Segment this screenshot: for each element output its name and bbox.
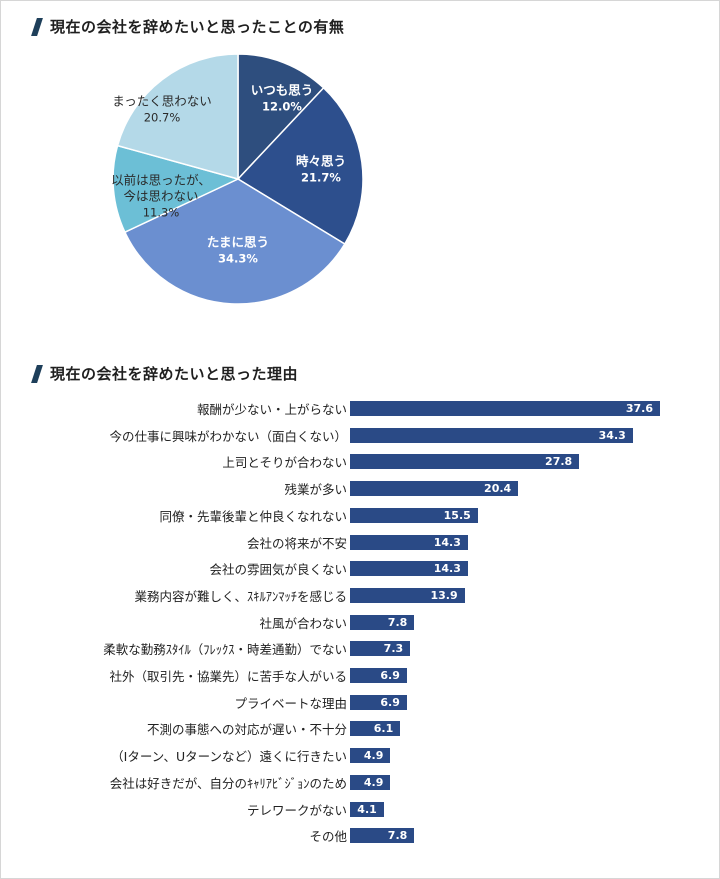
pie-slice <box>237 53 325 181</box>
bar: 4.9 <box>350 774 391 790</box>
bar-row: （Iターン、Uターンなど）遠くに行きたい 4.9 <box>0 743 720 769</box>
pie-slice-category-label: 時々思う <box>296 154 346 169</box>
bar-value-label: 4.9 <box>363 775 384 789</box>
bar-category-label: 柔軟な勤務ｽﾀｲﾙ（ﾌﾚｯｸｽ・時差通勤）でない <box>103 642 347 658</box>
bar-category-label: 会社の将来が不安 <box>246 535 347 551</box>
bar-row: プライベートな理由 6.9 <box>0 690 720 716</box>
bar-value-label: 15.5 <box>443 508 471 522</box>
bar-value-label: 14.3 <box>433 562 461 576</box>
bar: 14.3 <box>350 534 468 550</box>
bar-row: 会社の雰囲気が良くない 14.3 <box>0 556 720 582</box>
pie-title-text: 現在の会社を辞めたいと思ったことの有無 <box>50 18 345 36</box>
bar-value-label: 13.9 <box>430 588 458 602</box>
bar-value-label: 27.8 <box>545 455 573 469</box>
bar-category-label: 報酬が少ない・上がらない <box>196 402 347 417</box>
pie-slice-value-label: 34.3% <box>218 252 258 266</box>
bar-row: 上司とそりが合わない 27.8 <box>0 449 720 475</box>
bar-row: 同僚・先輩後輩と仲良くなれない 15.5 <box>0 503 720 529</box>
bar-category-label: 社外（取引先・協業先）に苦手な人がいる <box>109 669 347 684</box>
bar: 6.1 <box>350 721 401 737</box>
bar-category-label: 会社は好きだが、自分のｷｬﾘｱﾋﾞｼﾞｮﾝのため <box>109 775 347 791</box>
bar-category-label: プライベートな理由 <box>234 695 347 711</box>
bar-chart: 報酬が少ない・上がらない 37.6 今の仕事に興味がわかない（面白くない） 34.3 上… <box>0 390 720 870</box>
bar-row: 不測の事態への対応が遅い・不十分 6.1 <box>0 716 720 742</box>
bar-value-label: 37.6 <box>625 402 653 415</box>
bar-category-label: 同僚・先輩後輩と仲良くなれない <box>159 508 347 524</box>
bar-value-label: 4.9 <box>363 749 384 763</box>
bar: 20.4 <box>350 481 519 497</box>
bar-value-label: 4.1 <box>357 802 377 816</box>
bar: 7.8 <box>350 828 415 844</box>
bar: 7.8 <box>350 614 415 630</box>
bar-category-label: 社風が合わない <box>259 615 347 631</box>
bar-row: 会社は好きだが、自分のｷｬﾘｱﾋﾞｼﾞｮﾝのため 4.9 <box>0 770 720 796</box>
bar-row: テレワークがない 4.1 <box>0 797 720 823</box>
bar-row: 社外（取引先・協業先）に苦手な人がいる 6.9 <box>0 663 720 689</box>
bar: 27.8 <box>350 454 580 470</box>
bar-value-label: 6.1 <box>373 722 394 736</box>
bar-category-label: その他 <box>309 829 347 845</box>
bar-value-label: 7.8 <box>387 829 408 843</box>
bar-category-label: 残業が多い <box>284 482 347 498</box>
bar-row: 今の仕事に興味がわかない（面白くない） 34.3 <box>0 423 720 449</box>
pie-slice-category-label: たまに思う <box>207 235 269 250</box>
bar-row: 社風が合わない 7.8 <box>0 610 720 636</box>
pie-slice <box>116 53 239 180</box>
bar: 6.9 <box>350 694 407 710</box>
bar-category-label: 上司とそりが合わない <box>222 455 347 471</box>
bar: 15.5 <box>350 507 478 523</box>
bar-row: 業務内容が難しく、ｽｷﾙｱﾝﾏｯﾁを感じる 13.9 <box>0 583 720 609</box>
bar: 4.1 <box>350 801 384 817</box>
bar-value-label: 34.3 <box>598 428 626 442</box>
pie-slice <box>236 86 364 246</box>
pie-section-title: 現在の会社を辞めたいと思ったことの有無 <box>31 16 345 37</box>
bar-category-label: 会社の雰囲気が良くない <box>209 562 347 578</box>
bar-value-label: 6.9 <box>380 695 400 709</box>
bar: 7.3 <box>350 641 411 657</box>
pie-slice-category-label: いつも思う <box>251 83 314 98</box>
bar: 34.3 <box>350 427 633 443</box>
bar-category-label: 今の仕事に興味がわかない（面白くない） <box>109 428 347 444</box>
bar-row: 柔軟な勤務ｽﾀｲﾙ（ﾌﾚｯｸｽ・時差通勤）でない 7.3 <box>0 636 720 662</box>
bar: 4.9 <box>350 748 391 764</box>
bar-title-text: 現在の会社を辞めたいと思った理由 <box>50 365 299 383</box>
bar-row: 会社の将来が不安 14.3 <box>0 530 720 556</box>
bar-value-label: 20.4 <box>484 482 512 496</box>
pie-slice <box>123 178 346 305</box>
bar-row: 報酬が少ない・上がらない 37.6 <box>0 396 720 422</box>
bar: 13.9 <box>350 587 465 603</box>
pie-slice <box>112 144 241 234</box>
pie-slice-value-label: 21.7% <box>301 171 341 185</box>
bar-row: 残業が多い 20.4 <box>0 476 720 502</box>
pie-slice-category-label: まったく思わない <box>112 94 212 109</box>
bar-category-label: （Iターン、Uターンなど）遠くに行きたい <box>111 749 347 765</box>
bar-category-label: 不測の事態への対応が遅い・不十分 <box>146 722 347 738</box>
bar: 14.3 <box>350 561 468 577</box>
bar: 37.6 <box>350 401 660 416</box>
bar-category-label: 業務内容が難しく、ｽｷﾙｱﾝﾏｯﾁを感じる <box>134 588 347 604</box>
bar-value-label: 7.8 <box>387 615 408 629</box>
pie-slice-category-label: 今は思わない <box>123 189 198 204</box>
pie-chart: いつも思う 12.0% 時々思う 21.7% たまに思う 34.3% 以前は思ったが、今は思… <box>111 53 364 305</box>
bar-value-label: 7.3 <box>383 642 404 656</box>
pie-slice-value-label: 12.0% <box>262 100 302 114</box>
bar-row: その他 7.8 <box>0 823 720 849</box>
bar-value-label: 14.3 <box>433 535 461 549</box>
pie-slice-value-label: 11.3% <box>143 206 180 220</box>
pie-slice-category-label: 以前は思ったが、 <box>111 173 211 188</box>
bar: 6.9 <box>350 668 407 683</box>
pie-slice-value-label: 20.7% <box>144 111 181 125</box>
bar-section-title: 現在の会社を辞めたいと思った理由 <box>31 363 299 384</box>
bar-category-label: テレワークがない <box>246 802 347 818</box>
bar-value-label: 6.9 <box>380 669 400 682</box>
